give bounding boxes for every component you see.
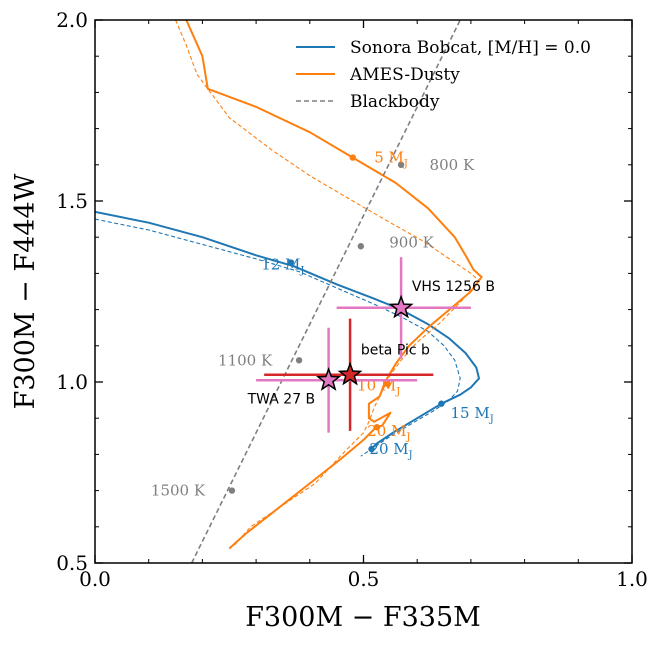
temperature-marker-1 (357, 243, 365, 250)
temperature-marker-3 (228, 487, 236, 494)
legend-label-1: AMES-Dusty (349, 65, 460, 85)
y-axis-label: F300M − F444W (10, 173, 41, 409)
temperature-marker-0 (397, 161, 405, 168)
plot-area-background (95, 20, 632, 563)
mass-label-4: 20 MJ (367, 422, 410, 443)
mass-label-0: 5 MJ (374, 149, 408, 170)
temperature-label-2: 1100 K (218, 351, 273, 369)
object-label-0: VHS 1256 B (412, 279, 495, 295)
mass-label-1: 12 MJ (261, 255, 304, 276)
object-star-1 (337, 361, 363, 386)
series-line-3 (175, 20, 480, 546)
mass-marker-1 (287, 259, 295, 266)
x-tick-label-1: 0.5 (348, 567, 380, 591)
object-star-0 (388, 294, 414, 319)
object-label-1: beta Pic b (361, 342, 430, 358)
object-label-2: TWA 27 B (247, 391, 316, 407)
object-star-2 (316, 367, 342, 391)
series-line-4 (190, 20, 461, 563)
mass-marker-3 (438, 400, 445, 407)
temperature-marker-2 (295, 357, 303, 364)
series-line-1 (95, 218, 461, 457)
series-line-0 (95, 210, 480, 452)
temperature-label-3: 1500 K (151, 482, 206, 500)
mass-label-3: 15 MJ (450, 404, 493, 425)
temperature-label-1: 900 K (389, 234, 434, 252)
y-tick-label-3: 2.0 (56, 8, 88, 32)
y-tick-label-0: 0.5 (56, 551, 88, 575)
mass-marker-0 (349, 154, 356, 161)
x-axis-label: F300M − F335M (245, 602, 481, 633)
object-layer: VHS 1256 B beta Pic b TWA 27 B (247, 257, 495, 433)
axis-layer: 0.0 0.5 1.00.51.01.52.0 (56, 8, 648, 591)
y-tick-label-2: 1.5 (56, 189, 88, 213)
x-tick-label-0: 0.0 (79, 567, 111, 591)
series-layer (95, 20, 483, 563)
mass-marker-2 (384, 380, 391, 388)
legend-label-0: Sonora Bobcat, [M/H] = 0.0 (350, 38, 591, 58)
mass-label-5: 20 MJ (369, 440, 412, 461)
legend-label-2: Blackbody (350, 92, 440, 112)
mass-label-2: 10 MJ (357, 377, 400, 398)
mass-marker-5 (368, 445, 375, 453)
marker-layer (228, 154, 445, 494)
x-tick-label-2: 1.0 (616, 567, 648, 591)
mass-marker-4 (373, 424, 381, 431)
y-tick-label-1: 1.0 (56, 370, 88, 394)
legend: Sonora Bobcat, [M/H] = 0.0 AMES-Dusty Blac… (296, 38, 591, 112)
temperature-label-0: 800 K (430, 156, 475, 174)
